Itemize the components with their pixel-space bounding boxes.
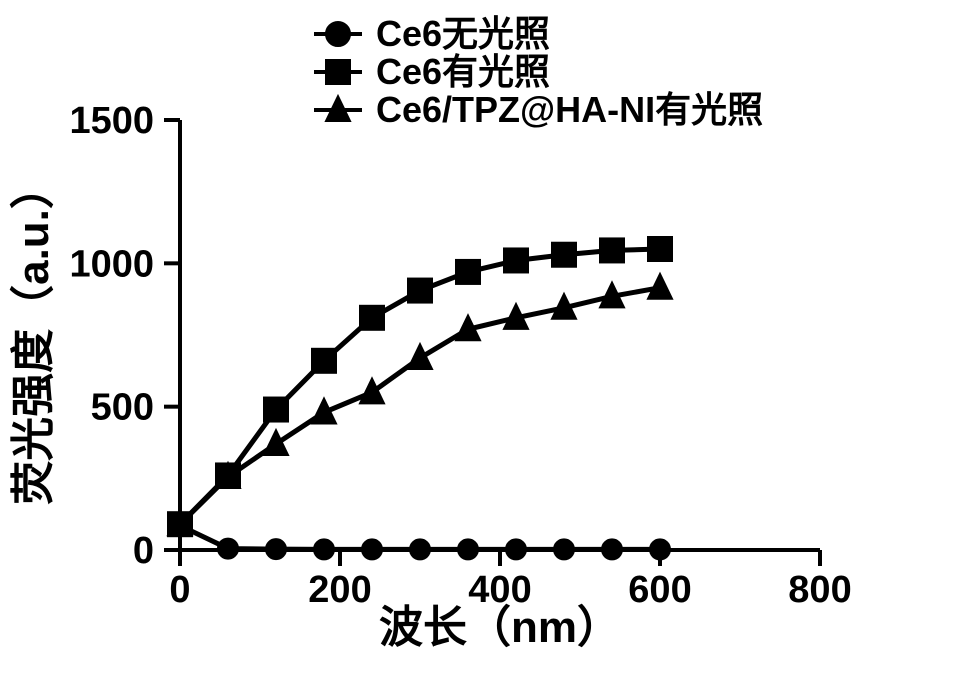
y-axis-title: 荧光强度（a.u.） (9, 165, 58, 505)
series-marker (648, 237, 672, 261)
series-marker (600, 238, 624, 262)
series-marker (552, 243, 576, 267)
series-marker (264, 430, 288, 455)
series-line (180, 288, 660, 525)
series-marker (458, 539, 478, 559)
legend-label: Ce6/TPZ@HA-NI有光照 (376, 89, 763, 130)
series-marker (648, 274, 672, 299)
series-marker (312, 349, 336, 373)
chart-svg: 0200400600800050010001500波长（nm）荧光强度（a.u.… (0, 0, 964, 685)
series-marker (360, 306, 384, 330)
series-marker (362, 539, 382, 559)
series-marker (264, 398, 288, 422)
series-marker (456, 260, 480, 284)
series-marker (506, 539, 526, 559)
series-marker (266, 539, 286, 559)
y-tick-label: 500 (91, 387, 154, 429)
series-marker (408, 279, 432, 303)
x-tick-label: 600 (628, 569, 691, 611)
series-marker (504, 248, 528, 272)
x-tick-label: 200 (308, 569, 371, 611)
y-tick-label: 1500 (69, 100, 154, 142)
series-marker (602, 539, 622, 559)
series-marker (554, 539, 574, 559)
series-marker (360, 379, 384, 404)
series-marker (218, 539, 238, 559)
chart-container: 0200400600800050010001500波长（nm）荧光强度（a.u.… (0, 0, 964, 685)
legend-label: Ce6无光照 (376, 13, 550, 54)
series-marker (650, 539, 670, 559)
x-tick-label: 0 (169, 569, 190, 611)
series-marker (410, 539, 430, 559)
legend-marker-square (326, 60, 350, 84)
legend-label: Ce6有光照 (376, 51, 550, 92)
y-tick-label: 0 (133, 530, 154, 572)
legend-marker-circle (326, 22, 350, 46)
x-axis-title: 波长（nm） (379, 603, 621, 652)
series-marker (314, 539, 334, 559)
x-tick-label: 800 (788, 569, 851, 611)
y-tick-label: 1000 (69, 243, 154, 285)
series-marker (408, 344, 432, 369)
